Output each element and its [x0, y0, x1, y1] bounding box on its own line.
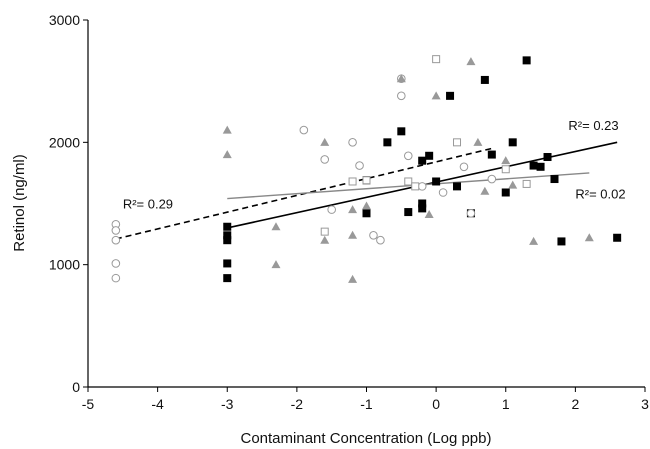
point-filled-square: [453, 182, 462, 191]
r-squared-label: R²= 0.29: [123, 196, 173, 211]
x-tick-label: -2: [291, 396, 304, 412]
r-squared-label: R²= 0.23: [568, 118, 618, 133]
annotations: R²= 0.29 R²= 0.23 R²= 0.02: [123, 118, 626, 211]
point-filled-triangle: [271, 260, 281, 269]
point-filled-triangle: [473, 137, 483, 146]
r-squared-label: R²= 0.02: [575, 187, 625, 202]
point-open-square: [432, 55, 441, 64]
y-tick-label: 0: [72, 379, 80, 395]
point-open-square: [348, 177, 357, 186]
point-filled-square: [223, 274, 232, 283]
point-filled-square: [522, 56, 531, 65]
y-tick-label: 1000: [49, 257, 80, 273]
x-tick-label: 3: [641, 396, 649, 412]
point-filled-square: [362, 209, 371, 218]
point-filled-square: [557, 237, 566, 246]
point-filled-square: [480, 75, 489, 84]
point-filled-triangle: [529, 236, 539, 245]
point-filled-square: [223, 222, 232, 231]
point-filled-triangle: [466, 57, 476, 66]
point-open-circle: [397, 91, 406, 101]
point-open-circle: [403, 151, 413, 161]
point-open-circle: [320, 155, 330, 164]
point-filled-triangle: [431, 91, 441, 100]
point-filled-triangle: [222, 125, 232, 134]
trend-line-3: [227, 172, 590, 200]
point-filled-square: [418, 199, 427, 208]
point-filled-triangle: [362, 201, 371, 210]
trend-lines: [115, 141, 618, 240]
x-tick-label: -1: [360, 396, 373, 412]
point-filled-triangle: [348, 274, 358, 283]
point-filled-triangle: [271, 222, 281, 231]
point-open-circle: [355, 161, 364, 170]
data-points: [111, 55, 622, 283]
point-filled-square: [543, 153, 552, 162]
point-filled-square: [418, 204, 427, 213]
point-filled-triangle: [396, 74, 406, 83]
point-filled-triangle: [222, 150, 232, 159]
point-open-circle: [438, 188, 448, 197]
point-open-square: [404, 177, 413, 186]
y-tick-label: 3000: [49, 12, 80, 28]
point-filled-square: [418, 156, 427, 165]
y-tick-label: 2000: [49, 134, 80, 150]
point-filled-square: [536, 162, 545, 171]
point-filled-square: [397, 127, 406, 136]
point-open-circle: [111, 259, 121, 268]
point-open-square: [522, 179, 531, 188]
point-open-circle: [111, 273, 121, 283]
point-open-circle: [348, 138, 357, 147]
point-open-circle: [369, 231, 378, 240]
point-open-circle: [111, 226, 121, 235]
point-open-square: [362, 176, 371, 185]
point-filled-triangle: [320, 235, 330, 244]
point-open-circle: [487, 174, 497, 184]
point-open-circle: [459, 162, 469, 172]
point-filled-square: [529, 161, 538, 170]
x-tick-label: 0: [432, 396, 440, 412]
x-tick-label: -4: [151, 396, 164, 412]
point-filled-square: [487, 150, 496, 159]
point-filled-square: [383, 138, 392, 147]
point-open-circle: [466, 208, 476, 218]
x-tick-label: -3: [221, 396, 234, 412]
point-filled-square: [432, 177, 441, 186]
point-filled-triangle: [348, 205, 358, 214]
point-open-circle: [111, 235, 121, 245]
point-filled-square: [446, 91, 455, 100]
point-filled-triangle: [480, 186, 490, 195]
point-filled-triangle: [501, 156, 511, 165]
point-filled-triangle: [320, 137, 330, 146]
point-open-square: [411, 182, 420, 191]
ticks: -5 -4 -3 -2 -1 0 1 2 3 0 1000 2000 3000: [49, 12, 649, 412]
y-axis-title: Retinol (ng/ml): [11, 154, 28, 252]
point-filled-square: [501, 188, 510, 197]
point-filled-square: [613, 233, 622, 242]
point-open-square: [501, 165, 510, 174]
point-filled-square: [404, 208, 413, 217]
point-open-circle: [417, 182, 427, 191]
point-filled-square: [223, 231, 232, 240]
point-open-square: [453, 138, 462, 147]
point-filled-square: [425, 151, 434, 160]
x-tick-label: 2: [571, 396, 579, 412]
point-open-circle: [376, 235, 385, 245]
x-axis-title: Contaminant Concentration (Log ppb): [241, 430, 492, 447]
point-filled-triangle: [348, 230, 358, 239]
x-tick-label: -5: [82, 396, 95, 412]
point-open-circle: [327, 205, 336, 214]
point-filled-square: [508, 138, 517, 147]
point-filled-square: [550, 175, 559, 184]
point-filled-triangle: [584, 233, 594, 242]
x-tick-label: 1: [502, 396, 510, 412]
point-filled-triangle: [508, 180, 518, 189]
point-filled-square: [223, 259, 232, 268]
point-filled-triangle: [424, 210, 434, 219]
point-filled-square: [223, 236, 232, 245]
point-open-circle: [299, 125, 309, 135]
point-open-square: [320, 227, 329, 236]
